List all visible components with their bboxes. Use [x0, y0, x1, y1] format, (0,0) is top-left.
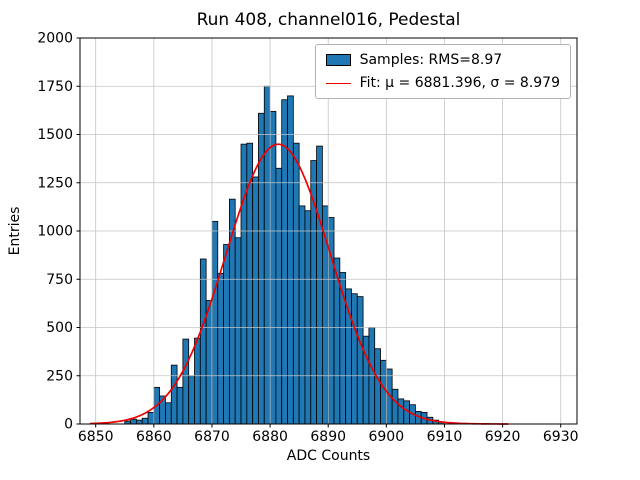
histogram-bar — [287, 95, 294, 425]
y-axis-label: Entries — [7, 206, 23, 256]
histogram-bar — [298, 205, 306, 425]
histogram-bar — [223, 244, 230, 425]
y-tick-label: 750 — [46, 272, 73, 288]
legend-samples-swatch — [325, 54, 351, 66]
histogram-bar — [292, 142, 300, 425]
histogram-bar — [211, 220, 219, 425]
x-tick-label: 6860 — [136, 429, 172, 445]
histogram-bar — [217, 273, 224, 425]
histogram-bar — [275, 167, 283, 425]
legend-samples-label: Samples: RMS=8.97 — [359, 52, 503, 68]
histogram-bar — [205, 300, 213, 425]
histogram-bar — [170, 364, 178, 425]
legend-row-fit: Fit: μ = 6881.396, σ = 8.979 — [325, 75, 560, 91]
histogram-bar — [246, 142, 254, 425]
y-tick-label: 1500 — [37, 127, 73, 143]
y-tick-label: 0 — [64, 417, 73, 433]
histogram-bar — [356, 296, 364, 425]
x-tick-label: 6920 — [485, 429, 521, 445]
histogram-bar — [397, 398, 405, 425]
x-tick-label: 6910 — [427, 429, 463, 445]
y-tick-label: 2000 — [37, 31, 73, 47]
histogram-bar — [240, 143, 248, 425]
histogram-bar — [316, 145, 323, 425]
histogram-bar — [130, 418, 137, 425]
histogram-bar — [135, 419, 143, 425]
chart-title: Run 408, channel016, Pedestal — [196, 10, 461, 30]
tick-labels: 6850 6860 6870 6880 6890 6900 6910 6920 6930 0 250… — [37, 31, 578, 446]
histogram-bar — [147, 412, 155, 425]
x-tick-label: 6900 — [368, 429, 404, 445]
histogram-bar — [194, 337, 201, 425]
histogram-bar — [165, 402, 172, 425]
legend-row-samples: Samples: RMS=8.97 — [325, 52, 560, 68]
histogram-bar — [141, 417, 149, 425]
fit-curve — [89, 143, 509, 425]
y-tick-label: 500 — [46, 320, 73, 336]
y-tick-label: 1750 — [37, 79, 73, 95]
y-tick-label: 1000 — [37, 224, 73, 240]
x-tick-label: 6890 — [310, 429, 346, 445]
histogram-bar — [374, 348, 381, 425]
x-axis-label: ADC Counts — [286, 448, 371, 464]
legend-fit-label: Fit: μ = 6881.396, σ = 8.979 — [359, 75, 560, 91]
x-tick-label: 6870 — [194, 429, 230, 445]
x-tick-label: 6880 — [252, 429, 288, 445]
legend: Samples: RMS=8.97 Fit: μ = 6881.396, σ =… — [314, 44, 571, 99]
histogram-bar — [263, 85, 271, 425]
histogram-bar — [351, 293, 358, 425]
histogram-bar — [269, 110, 277, 425]
histogram-bars — [124, 85, 445, 425]
x-tick-label: 6850 — [78, 429, 114, 445]
histogram-bar — [391, 388, 399, 425]
histogram-bar — [380, 359, 387, 425]
histogram-bar — [182, 338, 190, 425]
legend-fit-line-swatch — [325, 82, 351, 84]
histogram-bar — [234, 237, 242, 425]
histogram-bar — [252, 176, 259, 425]
x-tick-label: 6930 — [543, 429, 579, 445]
histogram-bar — [199, 258, 207, 425]
histogram-bar — [304, 210, 312, 425]
y-tick-label: 250 — [46, 368, 73, 384]
histogram-bar — [176, 386, 184, 425]
histogram-bar — [188, 375, 195, 425]
tick-marks — [76, 37, 562, 428]
y-tick-label: 1250 — [37, 175, 73, 191]
